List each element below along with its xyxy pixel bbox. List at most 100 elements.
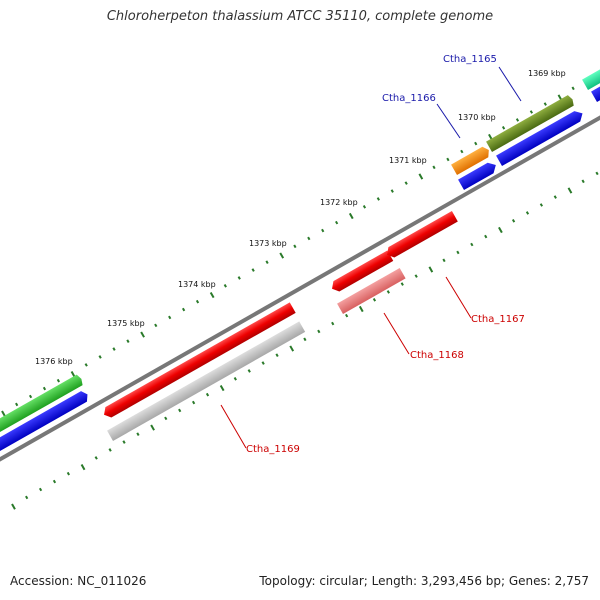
outer-tick-ring [1, 71, 600, 417]
leader-line [436, 103, 461, 139]
map-title: Chloroherpeton thalassium ATCC 35110, co… [106, 9, 494, 24]
tick-mark [529, 110, 534, 114]
tick-mark [553, 195, 557, 199]
gene-feature[interactable] [0, 389, 90, 456]
tick-mark [279, 252, 285, 259]
gene-label[interactable]: Ctha_1167 [471, 314, 525, 325]
tick-mark [571, 86, 575, 91]
tick-mark [567, 187, 573, 194]
tick-mark [515, 118, 520, 122]
tick-mark [460, 149, 464, 154]
tick-mark [56, 378, 60, 383]
tick-mark [372, 298, 377, 302]
tick-mark [331, 321, 335, 326]
tick-mark [70, 370, 76, 378]
tick-mark [321, 228, 325, 233]
leader-line [220, 404, 247, 449]
tick-mark [456, 250, 460, 255]
tick-mark [539, 203, 544, 207]
inner-tick-ring [11, 171, 599, 510]
tick-mark [498, 226, 503, 234]
tick-mark [136, 432, 140, 436]
genome-backbone [0, 115, 600, 462]
tick-mark [108, 448, 112, 452]
gene-feature[interactable] [101, 302, 296, 420]
tick-mark [126, 339, 130, 343]
tick-mark [348, 212, 354, 220]
tick-mark [275, 353, 279, 357]
tick-mark [42, 386, 47, 391]
topology-summary: Topology: circular; Length: 3,293,456 bp… [259, 574, 589, 588]
gene-label[interactable]: Ctha_1168 [410, 350, 464, 361]
tick-label: 1375 kbp [107, 319, 145, 328]
tick-mark [386, 290, 390, 294]
tick-mark [511, 218, 516, 223]
tick-mark [362, 205, 367, 209]
gene-feature[interactable] [107, 321, 306, 441]
tick-mark [80, 463, 86, 471]
tick-mark [261, 361, 265, 365]
tick-mark [233, 377, 237, 381]
leader-line [498, 66, 522, 102]
tick-mark [181, 307, 186, 312]
tick-mark [11, 503, 16, 510]
tick-mark [501, 125, 506, 130]
accession-text: Accession: NC_011026 [10, 574, 147, 588]
tick-mark [376, 197, 380, 201]
leader-line [383, 312, 410, 355]
tick-mark [251, 268, 255, 272]
gene-feature[interactable] [458, 160, 499, 190]
gene-feature[interactable] [496, 108, 585, 166]
tick-mark [140, 331, 145, 338]
tick-mark [94, 456, 98, 460]
gene-feature[interactable] [337, 268, 406, 314]
tick-mark [446, 157, 450, 162]
tick-mark [303, 337, 307, 342]
tick-mark [195, 299, 200, 304]
gene-feature[interactable] [591, 76, 600, 102]
gene-feature[interactable] [451, 145, 492, 175]
tick-mark [307, 236, 311, 241]
gene-feature[interactable] [384, 211, 458, 260]
tick-mark [38, 487, 43, 492]
tick-mark [317, 329, 321, 334]
tick-mark [525, 211, 530, 215]
gene-feature[interactable] [329, 250, 394, 294]
gene-label[interactable]: Ctha_1166 [382, 93, 436, 104]
tick-mark [345, 313, 349, 318]
gene-feature[interactable] [0, 374, 84, 437]
gene-label[interactable]: Ctha_1165 [443, 54, 497, 65]
tick-mark [223, 284, 227, 288]
tick-mark [404, 181, 408, 185]
gene-label[interactable]: Ctha_1169 [246, 444, 300, 455]
tick-mark [432, 165, 436, 170]
tick-mark [25, 495, 29, 500]
tick-mark [247, 369, 251, 373]
tick-mark [84, 363, 88, 367]
tick-mark [164, 416, 168, 421]
tick-mark [237, 276, 241, 280]
tick-mark [219, 384, 225, 392]
tick-mark [112, 347, 116, 351]
tick-mark [205, 392, 210, 397]
tick-label: 1376 kbp [35, 357, 73, 366]
tick-mark [442, 258, 446, 263]
tick-mark [178, 408, 182, 413]
gene-feature[interactable] [582, 59, 600, 90]
tick-mark [168, 315, 172, 320]
tick-mark [484, 234, 488, 239]
tick-mark [418, 173, 424, 180]
gene-feature[interactable] [486, 94, 575, 152]
tick-mark [265, 260, 269, 264]
tick-mark [209, 291, 215, 299]
tick-mark [191, 400, 196, 405]
tick-label: 1373 kbp [249, 239, 287, 248]
tick-mark [1, 410, 6, 417]
tick-mark [595, 171, 599, 176]
tick-label: 1371 kbp [389, 156, 427, 165]
tick-mark [289, 345, 295, 352]
tick-mark [400, 282, 404, 286]
tick-label: 1369 kbp [528, 69, 566, 78]
tick-mark [154, 323, 158, 328]
